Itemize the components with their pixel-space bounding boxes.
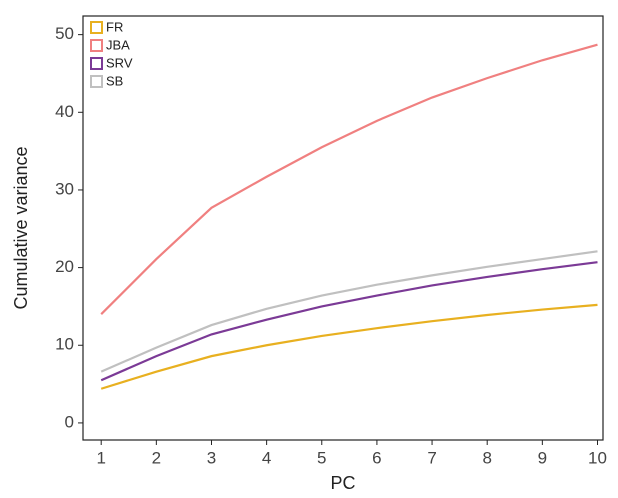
y-tick-label: 20 [55,257,74,276]
x-tick-label: 10 [588,448,607,467]
x-tick-label: 2 [152,448,161,467]
x-tick-label: 5 [317,448,326,467]
legend-swatch [90,39,103,52]
x-tick-label: 6 [372,448,381,467]
x-tick-label: 4 [262,448,271,467]
x-tick-label: 9 [538,448,547,467]
series-line [100,261,598,382]
legend-swatch [90,21,103,34]
legend-label: JBA [106,37,130,52]
legend-swatch [90,57,103,70]
plot-frame [82,15,604,441]
series-line [100,43,598,315]
y-tick-label: 10 [55,335,74,354]
y-tick-label: 0 [65,412,74,431]
y-tick-label: 30 [55,179,74,198]
legend-label: FR [106,19,123,34]
x-tick-label: 3 [207,448,216,467]
x-tick-label: 7 [427,448,436,467]
y-tick-label: 40 [55,102,74,121]
x-tick-label: 1 [96,448,105,467]
y-tick-label: 50 [55,24,74,43]
legend-label: SRV [106,55,133,70]
legend-swatch [90,75,103,88]
x-axis-label: PC [330,473,355,493]
legend-label: SB [106,73,123,88]
y-axis-label: Cumulative variance [11,146,31,309]
series-line [100,250,598,373]
x-tick-label: 8 [482,448,491,467]
series-line [100,303,598,390]
